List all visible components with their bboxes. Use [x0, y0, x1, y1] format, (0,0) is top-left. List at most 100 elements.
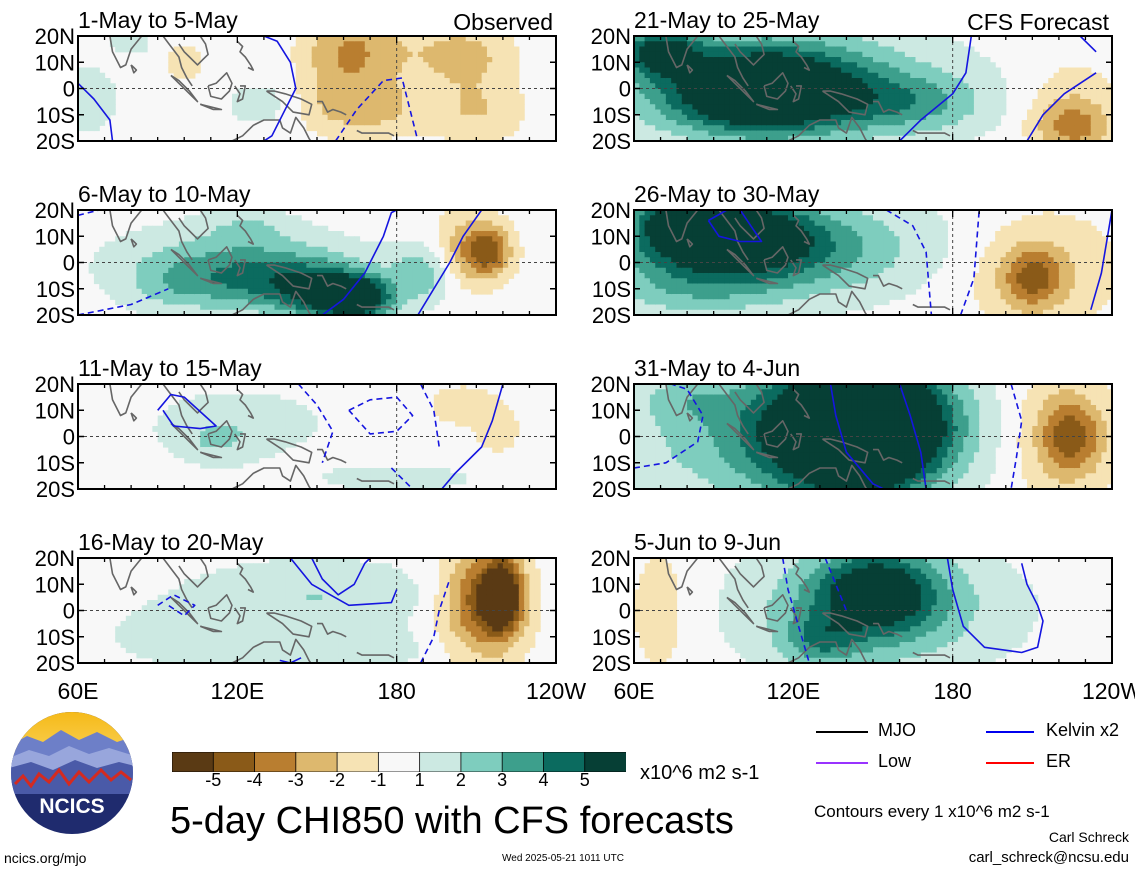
field-cell	[486, 135, 493, 141]
field-cell	[481, 72, 488, 79]
field-cell	[237, 273, 244, 279]
field-cell	[391, 51, 398, 58]
field-cell	[455, 267, 461, 274]
field-cell	[476, 41, 483, 48]
field-cell	[497, 278, 504, 285]
field-cell	[465, 125, 472, 132]
field-cell	[359, 563, 366, 570]
field-cell	[809, 88, 816, 95]
field-cell	[386, 62, 392, 69]
field-cell	[417, 304, 424, 311]
field-cell	[518, 568, 525, 575]
field-cell	[168, 636, 175, 643]
field-cell	[655, 99, 662, 105]
field-cell	[221, 410, 228, 417]
field-cell	[471, 610, 477, 617]
field-cell	[205, 657, 212, 663]
field-cell	[162, 615, 169, 622]
field-cell	[439, 220, 446, 227]
field-cell	[364, 83, 371, 90]
field-cell	[247, 210, 254, 216]
field-cell	[492, 621, 499, 627]
field-cell	[343, 51, 350, 58]
field-cell	[703, 46, 709, 53]
field-cell	[152, 267, 159, 274]
field-cell	[508, 426, 515, 432]
field-cell	[423, 36, 430, 42]
field-cell	[492, 104, 499, 111]
field-cell	[508, 62, 515, 69]
field-cell	[247, 568, 254, 575]
field-cell	[439, 120, 446, 126]
field-cell	[120, 46, 127, 53]
field-cell	[258, 642, 265, 648]
kelvin-contour	[157, 393, 217, 430]
field-cell	[803, 36, 810, 42]
field-cell	[295, 652, 302, 659]
field-cell	[476, 220, 483, 227]
field-cell	[676, 36, 683, 42]
field-cell	[301, 72, 307, 79]
field-cell	[486, 215, 493, 222]
field-cell	[178, 304, 185, 311]
field-cell	[449, 636, 456, 643]
field-cell	[200, 642, 207, 648]
field-cell	[226, 309, 233, 315]
field-cell	[697, 67, 704, 74]
field-cell	[194, 626, 201, 633]
field-cell	[508, 252, 515, 258]
x-tick-label: 120E	[210, 678, 264, 700]
field-cell	[354, 262, 361, 269]
field-cell	[136, 241, 143, 248]
field-cell	[332, 652, 339, 659]
field-cell	[311, 642, 318, 648]
field-cell	[78, 114, 84, 121]
field-cell	[147, 246, 153, 253]
field-cell	[502, 621, 509, 627]
field-cell	[476, 215, 483, 222]
field-cell	[471, 51, 477, 58]
field-cell	[529, 600, 536, 606]
field-cell	[660, 57, 667, 63]
field-cell	[729, 62, 736, 69]
field-cell	[444, 46, 451, 53]
field-cell	[258, 652, 265, 659]
field-cell	[433, 483, 440, 489]
field-cell	[232, 573, 238, 580]
field-cell	[471, 399, 477, 406]
field-cell	[407, 241, 414, 248]
field-cell	[184, 62, 191, 69]
field-cell	[502, 114, 509, 121]
field-cell	[136, 615, 143, 622]
field-cell	[317, 558, 323, 564]
field-cell	[173, 452, 180, 459]
field-cell	[306, 600, 313, 606]
field-cell	[226, 605, 233, 612]
field-cell	[348, 267, 355, 274]
field-cell	[131, 288, 138, 295]
coastline	[130, 412, 138, 422]
field-cell	[109, 241, 116, 248]
field-cell	[173, 262, 180, 269]
field-cell	[660, 109, 667, 116]
field-cell	[327, 563, 334, 570]
field-cell	[189, 457, 196, 464]
field-cell	[703, 67, 709, 74]
field-cell	[644, 135, 651, 141]
field-cell	[412, 252, 419, 258]
field-cell	[348, 573, 355, 580]
field-cell	[184, 647, 191, 654]
field-cell	[660, 83, 667, 90]
field-cell	[518, 573, 525, 580]
field-cell	[412, 246, 419, 253]
field-cell	[793, 57, 800, 63]
field-cell	[809, 120, 816, 126]
field-cell	[508, 267, 515, 274]
field-cell	[476, 605, 483, 612]
field-cell	[216, 568, 222, 575]
field-cell	[247, 610, 254, 617]
field-cell	[237, 283, 244, 290]
field-cell	[634, 130, 640, 137]
field-cell	[200, 584, 207, 591]
field-cell	[162, 441, 169, 448]
